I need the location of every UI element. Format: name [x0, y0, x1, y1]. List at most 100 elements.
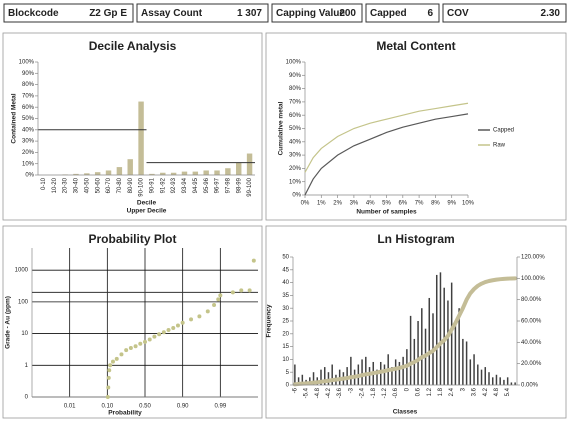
series-line [304, 102, 469, 173]
x-tick-label: -3.6 [337, 387, 343, 398]
bar [181, 171, 188, 175]
x-tick-label: 4.2 [483, 387, 489, 396]
header-value: 6 [427, 8, 433, 19]
y-tick-label: 50% [22, 116, 35, 122]
header-label: Assay Count [141, 8, 203, 19]
y-tick-label: 10% [22, 161, 35, 167]
x-tick-label: -2.4 [360, 387, 366, 398]
x-tick-label: 20-30 [63, 177, 69, 193]
x-tick-label: -1.2 [382, 387, 388, 398]
y-tick-label: 70% [22, 93, 35, 99]
point [166, 327, 171, 332]
x-tick-label: 40-50 [84, 177, 90, 193]
y-tick-label: 20% [289, 166, 302, 172]
y-tick-label: 120.00% [521, 255, 545, 261]
x-tick-label: 10% [462, 201, 475, 207]
x-tick-label: -5.4 [304, 387, 310, 398]
bar [350, 356, 352, 385]
x-tick-label: 96-97 [215, 177, 221, 193]
bar [331, 364, 333, 385]
x-tick-label: 90-100 [139, 177, 145, 196]
bar [454, 321, 457, 385]
y-tick-label: 0% [292, 193, 301, 199]
point [212, 302, 217, 307]
y-tick-label: 20 [282, 331, 289, 337]
x-tick-label: 2.4 [449, 387, 455, 396]
header-box [271, 3, 363, 23]
x-tick-label: -0.6 [393, 387, 399, 398]
bar [402, 356, 404, 385]
point [133, 344, 138, 349]
x-tick-label: 3 [460, 387, 466, 391]
x-axis-title: Probability [108, 410, 142, 417]
header-box [3, 3, 134, 23]
x-tick-label: 0.90 [177, 404, 189, 410]
x-tick-label: 0.01 [64, 404, 76, 410]
header-box [136, 3, 269, 23]
header-value: Z2 Gp E [89, 8, 127, 19]
x-tick-label: 1.8 [438, 387, 444, 396]
point [161, 330, 166, 335]
point [106, 375, 111, 380]
bar [149, 173, 155, 175]
header-box [365, 3, 440, 23]
point [205, 309, 210, 314]
point [106, 385, 111, 390]
bar [447, 300, 449, 385]
bar [439, 272, 442, 385]
x-tick-label: 3.6 [472, 387, 478, 396]
bar [94, 172, 101, 175]
x-tick-label: 93-94 [182, 177, 188, 193]
bar [409, 315, 412, 385]
x-tick-label: -4.2 [326, 387, 332, 398]
bar [246, 153, 253, 175]
chart-title: Decile Analysis [89, 39, 177, 53]
point [119, 352, 124, 357]
x-axis-title: Decile [137, 200, 157, 207]
x-tick-label: 0.50 [139, 404, 151, 410]
y-tick-label: 15 [282, 344, 289, 350]
bar [116, 167, 123, 175]
y-tick-label: 30 [282, 306, 289, 312]
y-tick-label: 20.00% [521, 361, 542, 367]
bar [417, 321, 419, 385]
x-tick-label: 91-92 [160, 177, 166, 193]
bar [477, 364, 479, 385]
x-tick-label: 6% [398, 201, 407, 207]
bar [203, 170, 209, 175]
bar [301, 374, 304, 385]
x-tick-label: 80-90 [128, 177, 134, 193]
x-tick-label: 0.6 [416, 387, 422, 396]
y-tick-label: 80% [289, 86, 302, 92]
y-axis-title: Cumulative metal [278, 101, 285, 155]
y-tick-label: 5 [286, 370, 290, 376]
point [216, 297, 221, 302]
bar [160, 172, 166, 175]
y-tick-label: 10 [282, 357, 289, 363]
bar [506, 377, 509, 385]
y-tick-label: 90% [22, 71, 35, 77]
x-tick-label: 0-10 [41, 177, 47, 190]
x-tick-label: 9% [447, 201, 456, 207]
x-axis-title: Number of samples [356, 209, 417, 216]
bar [458, 308, 460, 385]
bar [503, 379, 505, 385]
y-axis-title: Frequency [266, 304, 273, 337]
header-label: Capped [370, 8, 407, 19]
y-tick-label: 1000 [15, 268, 29, 274]
y-tick-label: 30% [22, 139, 35, 145]
point [128, 346, 133, 351]
bar [327, 372, 330, 385]
point [180, 320, 185, 325]
bar [127, 159, 133, 175]
chart-title: Ln Histogram [377, 232, 454, 246]
point [218, 293, 223, 298]
y-tick-label: 100% [19, 60, 35, 66]
y-tick-label: 10 [21, 331, 28, 337]
x-tick-label: 0 [404, 387, 410, 391]
x-tick-label: 90-91 [150, 177, 156, 193]
bar [435, 274, 438, 385]
bar [170, 172, 177, 175]
